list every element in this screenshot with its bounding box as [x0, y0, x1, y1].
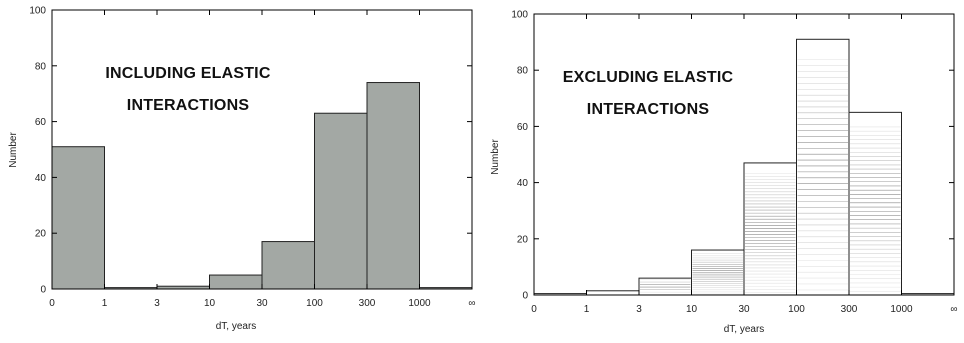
- x-tick-label: ∞: [468, 298, 475, 309]
- bar-rect: [314, 112, 368, 289]
- bar-rect: [638, 277, 692, 295]
- bar-10-30: [209, 274, 263, 289]
- bar-rect: [796, 38, 850, 295]
- x-tick-label: ∞: [950, 304, 957, 315]
- x-tick-label: 30: [256, 298, 268, 309]
- y-tick-label: 40: [517, 178, 529, 189]
- bar-3-10: [638, 277, 692, 295]
- x-tick-label: 0: [49, 298, 55, 309]
- y-tick-label: 100: [29, 6, 46, 17]
- y-tick-label: 0: [40, 285, 46, 296]
- bar-rect: [261, 241, 315, 289]
- x-tick-label: 300: [359, 298, 376, 309]
- bar-rect: [366, 82, 420, 289]
- chart-title-line-1: EXCLUDING ELASTIC: [563, 69, 734, 86]
- bar-1-3: [586, 290, 640, 295]
- x-ticks: 0 1 3 10 30 100 300 1000 ∞: [49, 10, 476, 309]
- bar-shading: [850, 126, 901, 292]
- bar-shading: [640, 279, 691, 295]
- y-tick-label: 80: [35, 61, 47, 72]
- bar-rect: [743, 162, 797, 295]
- y-axis-title: Number: [490, 139, 501, 175]
- x-tick-label: 0: [531, 304, 537, 315]
- y-ticks: 0 20 40 60 80 100: [511, 10, 954, 302]
- bar-100-300: [796, 38, 850, 295]
- x-tick-label: 10: [686, 304, 698, 315]
- x-tick-label: 300: [841, 304, 858, 315]
- bar-10-30: [691, 249, 745, 295]
- bar-rect: [586, 290, 640, 295]
- y-tick-label: 0: [522, 291, 528, 302]
- bar-rect: [52, 146, 105, 289]
- y-tick-label: 20: [517, 234, 529, 245]
- y-tick-label: 20: [35, 229, 47, 240]
- bar-rect: [209, 274, 263, 289]
- y-tick-label: 100: [511, 10, 528, 21]
- y-tick-label: 60: [35, 117, 47, 128]
- x-tick-label: 3: [636, 304, 642, 315]
- y-axis-title: Number: [8, 132, 19, 168]
- bar-shading: [797, 59, 848, 291]
- y-tick-label: 40: [35, 173, 47, 184]
- bar-0-1: [52, 146, 105, 289]
- chart-title-line-2: INTERACTIONS: [127, 97, 250, 114]
- x-tick-label: 10: [204, 298, 216, 309]
- x-axis-title: dT, years: [216, 321, 257, 332]
- x-tick-label: 1000: [408, 298, 431, 309]
- x-tick-label: 30: [738, 304, 750, 315]
- x-tick-label: 1000: [890, 304, 913, 315]
- chart-including-elastic: 0 20 40 60 80 100 0 1 3 10 30 100 300 1000 ∞ INCLUDIN…: [8, 6, 476, 333]
- bar-30-100: [261, 241, 315, 289]
- x-tick-label: 100: [788, 304, 805, 315]
- y-ticks: 0 20 40 60 80 100: [29, 6, 472, 296]
- chart-title-line-1: INCLUDING ELASTIC: [105, 65, 270, 82]
- chart-title-line-2: INTERACTIONS: [587, 101, 710, 118]
- bar-rect: [848, 111, 902, 295]
- x-ticks: 0 1 3 10 30 100 300 1000 ∞: [531, 14, 958, 315]
- bar-300-1000: [848, 111, 902, 295]
- y-tick-label: 60: [517, 122, 529, 133]
- x-tick-label: 100: [306, 298, 323, 309]
- bar-shading: [745, 173, 796, 293]
- bar-100-300: [314, 112, 368, 289]
- bar-shading: [692, 253, 743, 295]
- x-tick-label: 1: [102, 298, 108, 309]
- bar-300-1000: [366, 82, 420, 289]
- bars: [534, 38, 954, 295]
- x-tick-label: 3: [154, 298, 160, 309]
- chart-excluding-elastic: 0 20 40 60 80 100 0 1 3 10 30 100 300 1000 ∞ EXCLUDIN…: [490, 10, 958, 336]
- y-tick-label: 80: [517, 66, 529, 77]
- x-tick-label: 1: [584, 304, 590, 315]
- bars: [52, 82, 472, 289]
- x-axis-title: dT, years: [724, 324, 765, 335]
- bar-30-100: [743, 162, 797, 295]
